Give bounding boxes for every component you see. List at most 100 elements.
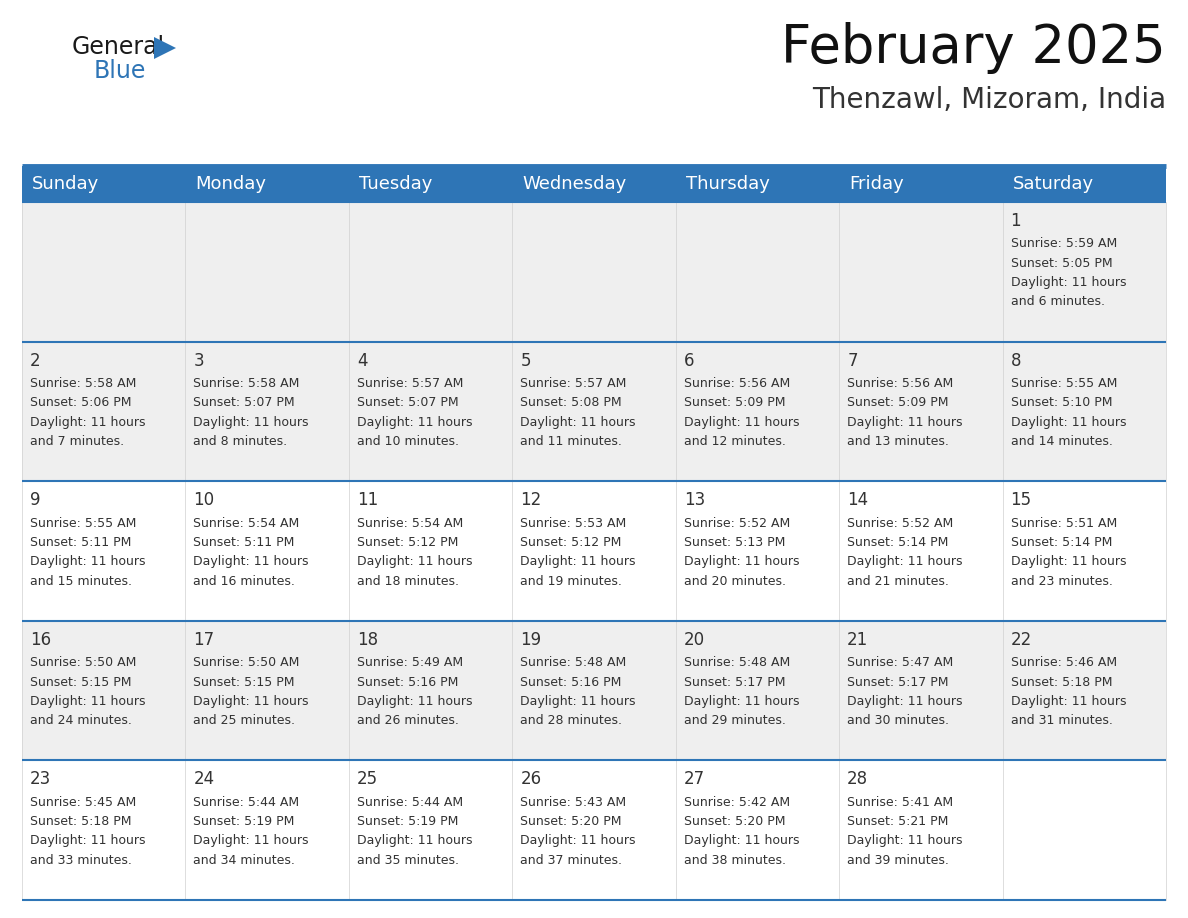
Text: Sunrise: 5:53 AM: Sunrise: 5:53 AM (520, 517, 626, 530)
Text: Sunrise: 5:57 AM: Sunrise: 5:57 AM (520, 377, 626, 390)
Text: Daylight: 11 hours: Daylight: 11 hours (520, 695, 636, 708)
Text: 18: 18 (356, 631, 378, 649)
Text: Sunset: 5:12 PM: Sunset: 5:12 PM (520, 536, 621, 549)
Text: and 24 minutes.: and 24 minutes. (30, 714, 132, 727)
Text: Sunrise: 5:47 AM: Sunrise: 5:47 AM (847, 656, 954, 669)
Text: 12: 12 (520, 491, 542, 509)
Text: 15: 15 (1011, 491, 1031, 509)
Text: Daylight: 11 hours: Daylight: 11 hours (684, 555, 800, 568)
Text: 2: 2 (30, 352, 40, 370)
Text: Sunset: 5:08 PM: Sunset: 5:08 PM (520, 397, 621, 409)
Text: Sunrise: 5:52 AM: Sunrise: 5:52 AM (847, 517, 954, 530)
Text: Sunrise: 5:42 AM: Sunrise: 5:42 AM (684, 796, 790, 809)
Text: Daylight: 11 hours: Daylight: 11 hours (356, 555, 473, 568)
Text: 6: 6 (684, 352, 694, 370)
Text: Daylight: 11 hours: Daylight: 11 hours (847, 695, 962, 708)
Text: Blue: Blue (94, 59, 146, 83)
Bar (23, 760, 1165, 900)
Text: Sunset: 5:19 PM: Sunset: 5:19 PM (194, 815, 295, 828)
Text: Daylight: 11 hours: Daylight: 11 hours (847, 555, 962, 568)
Text: Sunset: 5:11 PM: Sunset: 5:11 PM (30, 536, 132, 549)
Text: Sunset: 5:09 PM: Sunset: 5:09 PM (847, 397, 949, 409)
Text: 11: 11 (356, 491, 378, 509)
Text: Daylight: 11 hours: Daylight: 11 hours (356, 695, 473, 708)
Text: Monday: Monday (196, 175, 266, 193)
Text: Daylight: 11 hours: Daylight: 11 hours (684, 416, 800, 429)
Text: Sunset: 5:12 PM: Sunset: 5:12 PM (356, 536, 459, 549)
Bar (23, 202, 1165, 341)
Text: Sunset: 5:06 PM: Sunset: 5:06 PM (30, 397, 132, 409)
Text: Sunset: 5:18 PM: Sunset: 5:18 PM (30, 815, 132, 828)
Text: Daylight: 11 hours: Daylight: 11 hours (684, 695, 800, 708)
Text: Sunday: Sunday (32, 175, 100, 193)
Text: 25: 25 (356, 770, 378, 789)
Text: 9: 9 (30, 491, 40, 509)
Text: and 19 minutes.: and 19 minutes. (520, 575, 623, 588)
Text: 26: 26 (520, 770, 542, 789)
Text: Sunrise: 5:50 AM: Sunrise: 5:50 AM (30, 656, 137, 669)
Text: Sunrise: 5:52 AM: Sunrise: 5:52 AM (684, 517, 790, 530)
Text: Sunset: 5:20 PM: Sunset: 5:20 PM (684, 815, 785, 828)
Text: General: General (72, 35, 165, 59)
Text: and 7 minutes.: and 7 minutes. (30, 435, 124, 448)
Text: Daylight: 11 hours: Daylight: 11 hours (194, 834, 309, 847)
Text: Daylight: 11 hours: Daylight: 11 hours (356, 416, 473, 429)
Text: Daylight: 11 hours: Daylight: 11 hours (194, 416, 309, 429)
Text: Sunset: 5:07 PM: Sunset: 5:07 PM (356, 397, 459, 409)
Text: Sunset: 5:10 PM: Sunset: 5:10 PM (1011, 397, 1112, 409)
Text: and 12 minutes.: and 12 minutes. (684, 435, 785, 448)
Text: Thursday: Thursday (685, 175, 770, 193)
Text: 14: 14 (847, 491, 868, 509)
Text: Sunset: 5:16 PM: Sunset: 5:16 PM (520, 676, 621, 688)
Text: and 39 minutes.: and 39 minutes. (847, 854, 949, 867)
Text: Sunrise: 5:50 AM: Sunrise: 5:50 AM (194, 656, 299, 669)
Text: Sunrise: 5:44 AM: Sunrise: 5:44 AM (194, 796, 299, 809)
Text: 7: 7 (847, 352, 858, 370)
Text: Daylight: 11 hours: Daylight: 11 hours (356, 834, 473, 847)
Text: Sunrise: 5:48 AM: Sunrise: 5:48 AM (684, 656, 790, 669)
Text: and 25 minutes.: and 25 minutes. (194, 714, 296, 727)
Text: Sunrise: 5:49 AM: Sunrise: 5:49 AM (356, 656, 463, 669)
Text: Sunset: 5:15 PM: Sunset: 5:15 PM (194, 676, 295, 688)
Text: 16: 16 (30, 631, 51, 649)
Text: Sunset: 5:21 PM: Sunset: 5:21 PM (847, 815, 948, 828)
Text: Sunset: 5:17 PM: Sunset: 5:17 PM (847, 676, 949, 688)
Text: Daylight: 11 hours: Daylight: 11 hours (520, 555, 636, 568)
Text: Daylight: 11 hours: Daylight: 11 hours (1011, 416, 1126, 429)
Text: 23: 23 (30, 770, 51, 789)
Text: Sunrise: 5:56 AM: Sunrise: 5:56 AM (847, 377, 954, 390)
Polygon shape (154, 37, 176, 59)
Text: Saturday: Saturday (1012, 175, 1094, 193)
Bar (23, 621, 1165, 760)
Text: Daylight: 11 hours: Daylight: 11 hours (847, 834, 962, 847)
Text: Sunset: 5:09 PM: Sunset: 5:09 PM (684, 397, 785, 409)
Text: Sunset: 5:18 PM: Sunset: 5:18 PM (1011, 676, 1112, 688)
Text: 24: 24 (194, 770, 215, 789)
Bar (23, 481, 1165, 621)
Text: 5: 5 (520, 352, 531, 370)
Text: Sunset: 5:20 PM: Sunset: 5:20 PM (520, 815, 621, 828)
Text: and 26 minutes.: and 26 minutes. (356, 714, 459, 727)
Text: Sunrise: 5:58 AM: Sunrise: 5:58 AM (194, 377, 299, 390)
Text: Sunrise: 5:41 AM: Sunrise: 5:41 AM (847, 796, 953, 809)
Text: Sunrise: 5:56 AM: Sunrise: 5:56 AM (684, 377, 790, 390)
Text: Daylight: 11 hours: Daylight: 11 hours (194, 695, 309, 708)
Text: and 8 minutes.: and 8 minutes. (194, 435, 287, 448)
Text: Sunset: 5:05 PM: Sunset: 5:05 PM (1011, 257, 1112, 270)
Text: Sunset: 5:19 PM: Sunset: 5:19 PM (356, 815, 459, 828)
Text: Sunset: 5:17 PM: Sunset: 5:17 PM (684, 676, 785, 688)
Text: Sunset: 5:11 PM: Sunset: 5:11 PM (194, 536, 295, 549)
Text: Sunrise: 5:55 AM: Sunrise: 5:55 AM (30, 517, 137, 530)
Text: 22: 22 (1011, 631, 1032, 649)
Text: 10: 10 (194, 491, 215, 509)
Text: and 18 minutes.: and 18 minutes. (356, 575, 459, 588)
Text: Tuesday: Tuesday (359, 175, 432, 193)
Text: 1: 1 (1011, 212, 1022, 230)
Text: Daylight: 11 hours: Daylight: 11 hours (1011, 276, 1126, 289)
Text: and 31 minutes.: and 31 minutes. (1011, 714, 1112, 727)
Text: 3: 3 (194, 352, 204, 370)
Text: Sunrise: 5:55 AM: Sunrise: 5:55 AM (1011, 377, 1117, 390)
Text: 4: 4 (356, 352, 367, 370)
Text: Wednesday: Wednesday (523, 175, 626, 193)
Text: Sunrise: 5:54 AM: Sunrise: 5:54 AM (194, 517, 299, 530)
